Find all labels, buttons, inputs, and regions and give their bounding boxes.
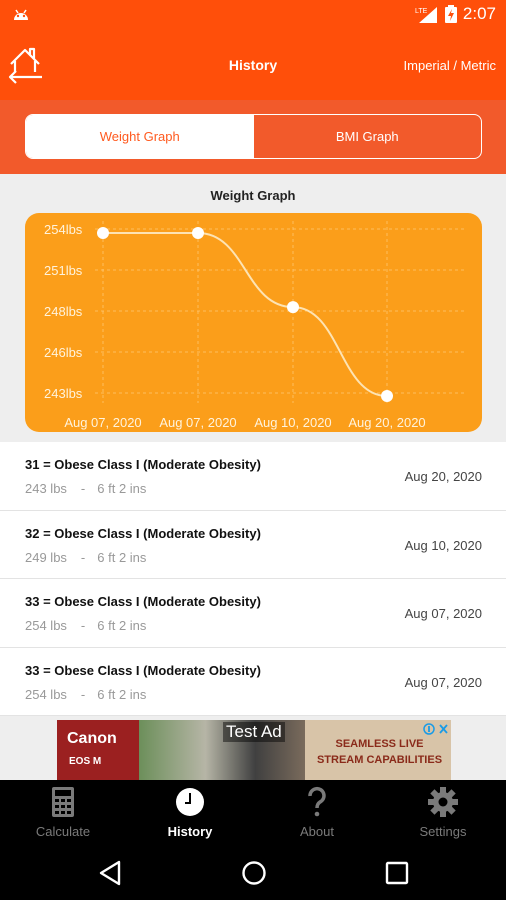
bmi-classification: 32 = Obese Class I (Moderate Obesity) (25, 525, 261, 541)
height-value: 6 ft 2 ins (97, 481, 147, 496)
nav-label: Settings (419, 824, 467, 839)
separator: - (80, 549, 86, 565)
height-value: 6 ft 2 ins (97, 618, 147, 633)
weight-value: 254 lbs (25, 618, 67, 633)
ad-copy-line: STREAM CAPABILITIES (316, 754, 443, 766)
separator: - (80, 686, 86, 702)
app-bar: History Imperial / Metric (0, 30, 506, 100)
android-notification-icon (14, 9, 28, 20)
x-tick-label: Aug 07, 2020 (64, 415, 141, 430)
entry-date: Aug 10, 2020 (404, 537, 482, 553)
battery-icon (444, 5, 457, 23)
ad-image (139, 720, 305, 780)
bmi-classification: 31 = Obese Class I (Moderate Obesity) (25, 457, 261, 472)
nav-label: Calculate (35, 824, 91, 839)
graph-type-bar: Weight Graph BMI Graph (0, 100, 506, 174)
history-row[interactable]: 33 = Obese Class I (Moderate Obesity) 25… (0, 579, 506, 648)
bottom-navigation: Calculate History About Settings (0, 780, 506, 846)
units-toggle[interactable]: Imperial / Metric (403, 58, 496, 73)
series-line (102, 232, 388, 397)
data-point (381, 390, 393, 402)
y-tick-label: 251lbs (44, 263, 83, 278)
history-row[interactable]: 32 = Obese Class I (Moderate Obesity) 24… (0, 511, 506, 579)
entry-date: Aug 07, 2020 (404, 674, 482, 690)
y-tick-label: 248lbs (44, 304, 83, 319)
entry-date: Aug 07, 2020 (404, 606, 482, 621)
ad-copy: SEAMLESS LIVE STREAM CAPABILITIES (312, 736, 447, 768)
history-row[interactable]: 33 = Obese Class I (Moderate Obesity) 25… (0, 648, 506, 716)
page-title: History (228, 57, 278, 73)
tab-bmi-graph[interactable]: BMI Graph (335, 129, 399, 144)
measurement-details: 254 lbs -6 ft 2 ins (25, 618, 146, 633)
data-point (97, 227, 109, 239)
nav-settings[interactable]: Settings (380, 780, 506, 846)
weight-chart-svg: 254lbs 251lbs 248lbs 246lbs 243lbs Aug 07, 20… (44, 221, 465, 430)
ad-brand-panel: Canon EOS M (57, 720, 139, 780)
bmi-classification: 33 = Obese Class I (Moderate Obesity) (25, 594, 261, 609)
separator: - (80, 481, 86, 496)
y-tick-label: 243lbs (44, 386, 83, 401)
measurement-details: 254 lbs -6 ft 2 ins (25, 687, 146, 702)
history-list: 31 = Obese Class I (Moderate Obesity) 24… (0, 442, 506, 716)
graph-type-segmented-control: Weight Graph BMI Graph (25, 114, 482, 159)
ad-choices-close-icon[interactable] (423, 722, 449, 736)
weight-value: 254 lbs (25, 686, 67, 702)
system-navigation-bar (0, 846, 506, 900)
y-tick-label: 246lbs (44, 345, 83, 360)
home-circle-icon[interactable] (241, 860, 267, 886)
calculator-icon (52, 787, 74, 817)
weight-value: 243 lbs (25, 481, 67, 496)
measurement-details: 243 lbs -6 ft 2 ins (25, 481, 146, 496)
status-bar: LTE 2:07 (0, 0, 506, 30)
network-type: LTE (415, 8, 428, 15)
nav-about[interactable]: About (254, 780, 380, 846)
graph-heading: Weight Graph (210, 188, 296, 203)
nav-label: About (300, 824, 334, 839)
ad-model: EOS M (69, 756, 102, 767)
data-point (192, 227, 204, 239)
ad-banner[interactable]: Canon EOS M Test Ad SEAMLESS LIVE STREAM… (57, 720, 451, 780)
clock-icon (176, 788, 204, 816)
entry-date: Aug 20, 2020 (404, 469, 482, 484)
x-tick-label: Aug 07, 2020 (159, 415, 236, 430)
y-tick-label: 254lbs (44, 222, 83, 237)
data-point (287, 301, 299, 314)
x-tick-label: Aug 20, 2020 (348, 415, 425, 430)
height-value: 6 ft 2 ins (97, 549, 147, 565)
history-row[interactable]: 31 = Obese Class I (Moderate Obesity) 24… (0, 442, 506, 511)
gear-icon (428, 787, 458, 817)
back-icon[interactable] (98, 860, 122, 886)
ad-brand: Canon (67, 730, 117, 747)
weight-value: 249 lbs (25, 549, 67, 565)
ad-test-label: Test Ad (223, 722, 285, 742)
separator: - (80, 618, 86, 633)
height-value: 6 ft 2 ins (97, 686, 147, 702)
tab-weight-graph[interactable]: Weight Graph (26, 115, 254, 158)
recents-square-icon[interactable] (385, 861, 409, 885)
ad-copy-line: SEAMLESS LIVE (335, 738, 424, 750)
bmi-classification: 33 = Obese Class I (Moderate Obesity) (25, 662, 261, 678)
nav-history[interactable]: History (127, 780, 253, 846)
home-back-icon[interactable] (6, 44, 44, 84)
nav-label: History (167, 824, 213, 839)
nav-calculate[interactable]: Calculate (0, 780, 126, 846)
signal-icon: LTE (415, 7, 437, 23)
clock: 2:07 (462, 4, 496, 23)
measurement-details: 249 lbs -6 ft 2 ins (25, 550, 146, 565)
question-mark-icon (308, 786, 326, 817)
weight-chart: 254lbs 251lbs 248lbs 246lbs 243lbs Aug 07, 20… (25, 213, 482, 432)
x-tick-label: Aug 10, 2020 (254, 415, 331, 430)
